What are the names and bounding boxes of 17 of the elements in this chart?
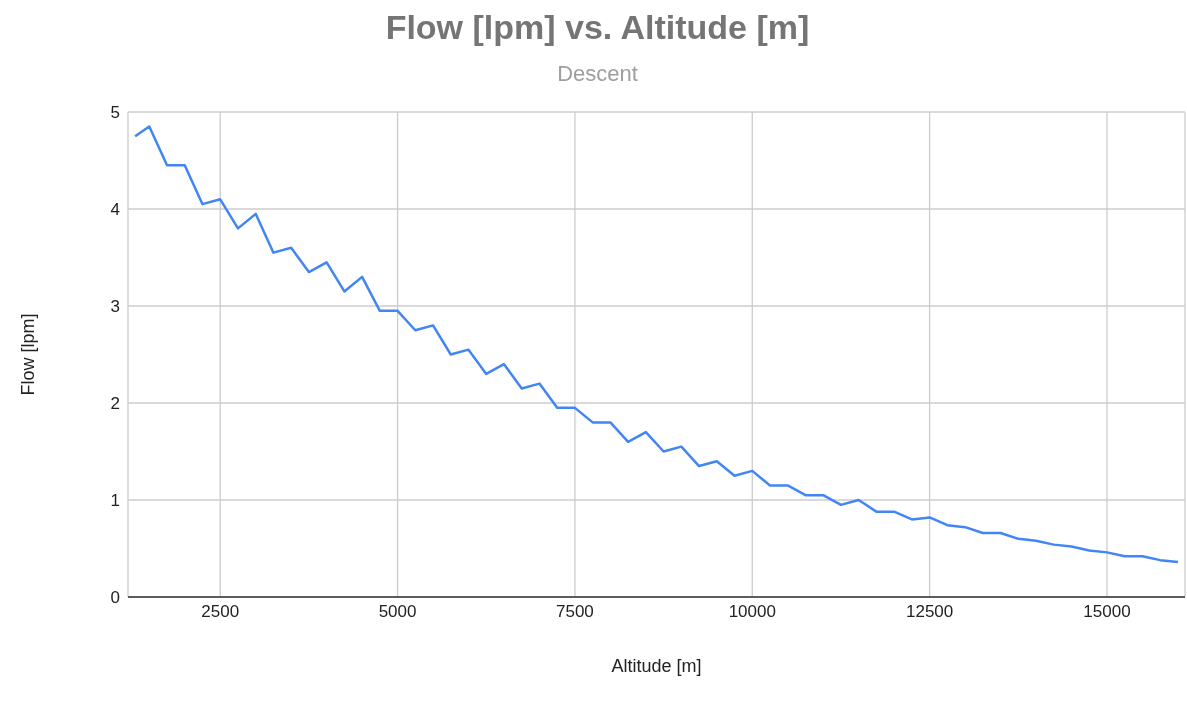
- y-tick-label: 2: [110, 394, 120, 414]
- y-tick-label: 5: [110, 103, 120, 123]
- y-tick-label: 0: [110, 588, 120, 608]
- line-series: [133, 125, 1180, 564]
- y-tick-label: 4: [110, 200, 120, 220]
- x-tick-label: 15000: [1083, 602, 1131, 622]
- x-tick-label: 12500: [905, 602, 954, 622]
- y-tick-label: 3: [110, 297, 120, 317]
- chart-subtitle: Descent: [556, 61, 639, 87]
- x-axis-title: Altitude [m]: [611, 656, 702, 676]
- x-tick-label: 5000: [378, 602, 417, 622]
- y-tick-label: 1: [110, 491, 120, 511]
- y-axis-title: Flow [lpm]: [18, 313, 39, 396]
- chart-title: Flow [lpm] vs. Altitude [m]: [384, 8, 811, 47]
- x-tick-label: 7500: [556, 602, 594, 622]
- x-tick-label: 10000: [728, 602, 776, 622]
- x-tick-label: 2500: [201, 602, 240, 622]
